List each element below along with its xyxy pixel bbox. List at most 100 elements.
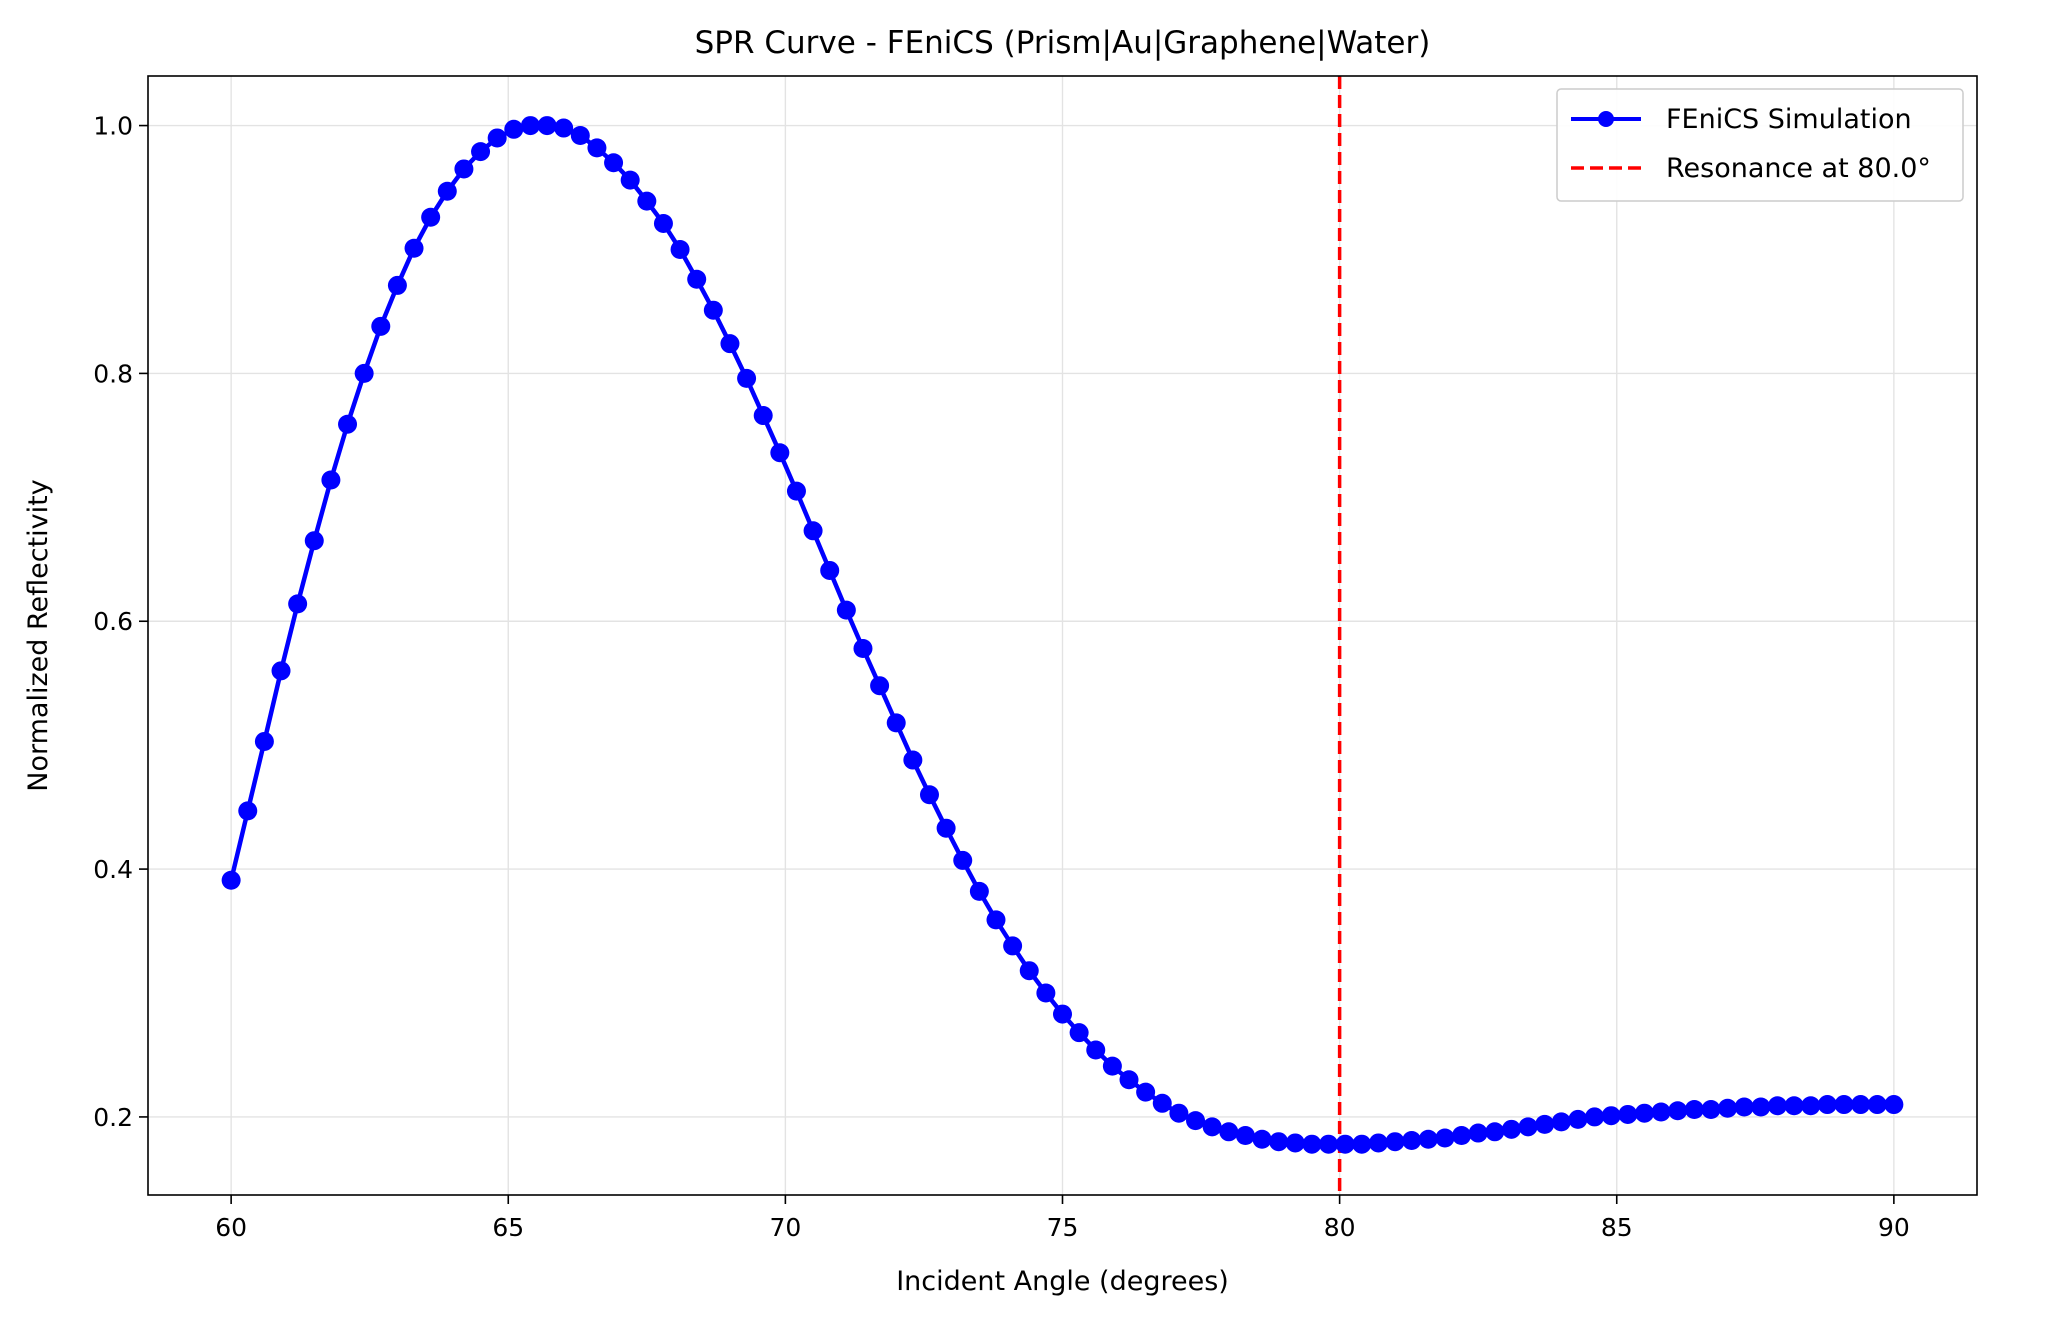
simulation-point: [720, 334, 740, 354]
simulation-point: [1801, 1096, 1821, 1116]
simulation-point: [404, 238, 424, 258]
x-tick-label: 65: [492, 1213, 524, 1242]
simulation-point: [637, 191, 657, 211]
simulation-point: [703, 300, 723, 320]
simulation-point: [1202, 1117, 1222, 1137]
simulation-point: [986, 910, 1006, 930]
simulation-point: [437, 181, 457, 201]
simulation-point: [786, 481, 806, 501]
x-axis-label: Incident Angle (degrees): [896, 1266, 1229, 1297]
simulation-point: [570, 125, 590, 145]
simulation-point: [1335, 1134, 1355, 1154]
simulation-point: [1219, 1122, 1239, 1142]
plot-data: [221, 76, 1904, 1195]
x-tick-label: 60: [215, 1213, 247, 1242]
simulation-point: [1003, 936, 1023, 956]
simulation-point: [1767, 1096, 1787, 1116]
simulation-point: [820, 560, 840, 580]
simulation-point: [1585, 1107, 1605, 1127]
simulation-point: [1601, 1106, 1621, 1126]
chart-title: SPR Curve - FEniCS (Prism|Au|Graphene|Wa…: [695, 25, 1431, 61]
x-tick-label: 70: [769, 1213, 801, 1242]
simulation-point: [903, 750, 923, 770]
legend-box: [1556, 88, 1964, 202]
simulation-point: [1535, 1114, 1555, 1134]
y-tick-label: 1.0: [93, 112, 133, 141]
simulation-point: [737, 368, 757, 388]
y-axis-label: Normalized Reflectivity: [23, 479, 54, 791]
simulation-point: [1551, 1112, 1571, 1132]
simulation-point: [471, 142, 491, 162]
simulation-point: [520, 116, 540, 136]
simulation-point: [354, 363, 374, 383]
simulation-point: [1302, 1134, 1322, 1154]
y-tick-label: 0.8: [93, 359, 133, 388]
simulation-point: [254, 731, 274, 751]
y-tick-label: 0.6: [93, 607, 133, 636]
simulation-point: [853, 639, 873, 659]
simulation-point: [870, 676, 890, 696]
y-tick-label: 0.4: [93, 855, 133, 884]
simulation-point: [953, 850, 973, 870]
simulation-point: [770, 443, 790, 463]
simulation-point: [1186, 1111, 1206, 1131]
simulation-point: [1119, 1070, 1139, 1090]
simulation-point: [1352, 1134, 1372, 1154]
legend: FEniCS Simulation Resonance at 80.0°: [1556, 88, 1964, 202]
simulation-point: [1851, 1095, 1871, 1115]
simulation-point: [1501, 1119, 1521, 1139]
simulation-point: [1235, 1126, 1255, 1146]
simulation-point: [1269, 1132, 1289, 1152]
simulation-point: [1834, 1095, 1854, 1115]
simulation-point: [1734, 1097, 1754, 1117]
x-tick-label: 80: [1324, 1213, 1356, 1242]
simulation-point: [1285, 1133, 1305, 1153]
simulation-point: [1435, 1128, 1455, 1148]
simulation-point: [1751, 1097, 1771, 1117]
axis-ticks: 60 65 70 75 80 85 90 0.2 0.4 0.6 0.8 1.0: [93, 112, 1910, 1242]
simulation-point: [936, 818, 956, 838]
simulation-point: [653, 213, 673, 233]
simulation-point: [886, 713, 906, 733]
simulation-point: [371, 316, 391, 336]
simulation-point: [803, 521, 823, 541]
simulation-point: [1468, 1123, 1488, 1143]
simulation-point: [238, 801, 258, 821]
simulation-point: [1634, 1103, 1654, 1123]
simulation-point: [670, 239, 690, 259]
x-tick-label: 75: [1047, 1213, 1079, 1242]
simulation-point: [554, 118, 574, 138]
simulation-point: [454, 159, 474, 179]
simulation-point: [487, 128, 507, 148]
simulation-point: [1252, 1129, 1272, 1149]
simulation-point: [1069, 1023, 1089, 1043]
simulation-point: [1701, 1099, 1721, 1119]
simulation-point: [1402, 1130, 1422, 1150]
simulation-point: [1152, 1093, 1172, 1113]
legend-label-resonance: Resonance at 80.0°: [1666, 153, 1931, 184]
simulation-point: [387, 275, 407, 295]
plot-frame: [147, 75, 1978, 1196]
simulation-point: [221, 870, 241, 890]
simulation-point: [1102, 1056, 1122, 1076]
legend-marker-simulation: [1598, 111, 1614, 127]
simulation-point: [338, 414, 358, 434]
simulation-point: [1385, 1132, 1405, 1152]
simulation-point: [1668, 1101, 1688, 1121]
simulation-point: [1418, 1129, 1438, 1149]
simulation-point: [1784, 1096, 1804, 1116]
simulation-point: [1718, 1098, 1738, 1118]
simulation-point: [753, 406, 773, 426]
simulation-point: [1651, 1102, 1671, 1122]
simulation-point: [1319, 1134, 1339, 1154]
simulation-point: [504, 119, 524, 139]
simulation-point: [1684, 1099, 1704, 1119]
simulation-point: [288, 594, 308, 614]
simulation-point: [537, 116, 557, 136]
simulation-point: [919, 785, 939, 805]
simulation-point: [687, 269, 707, 289]
simulation-point: [304, 531, 324, 551]
simulation-point: [1169, 1103, 1189, 1123]
